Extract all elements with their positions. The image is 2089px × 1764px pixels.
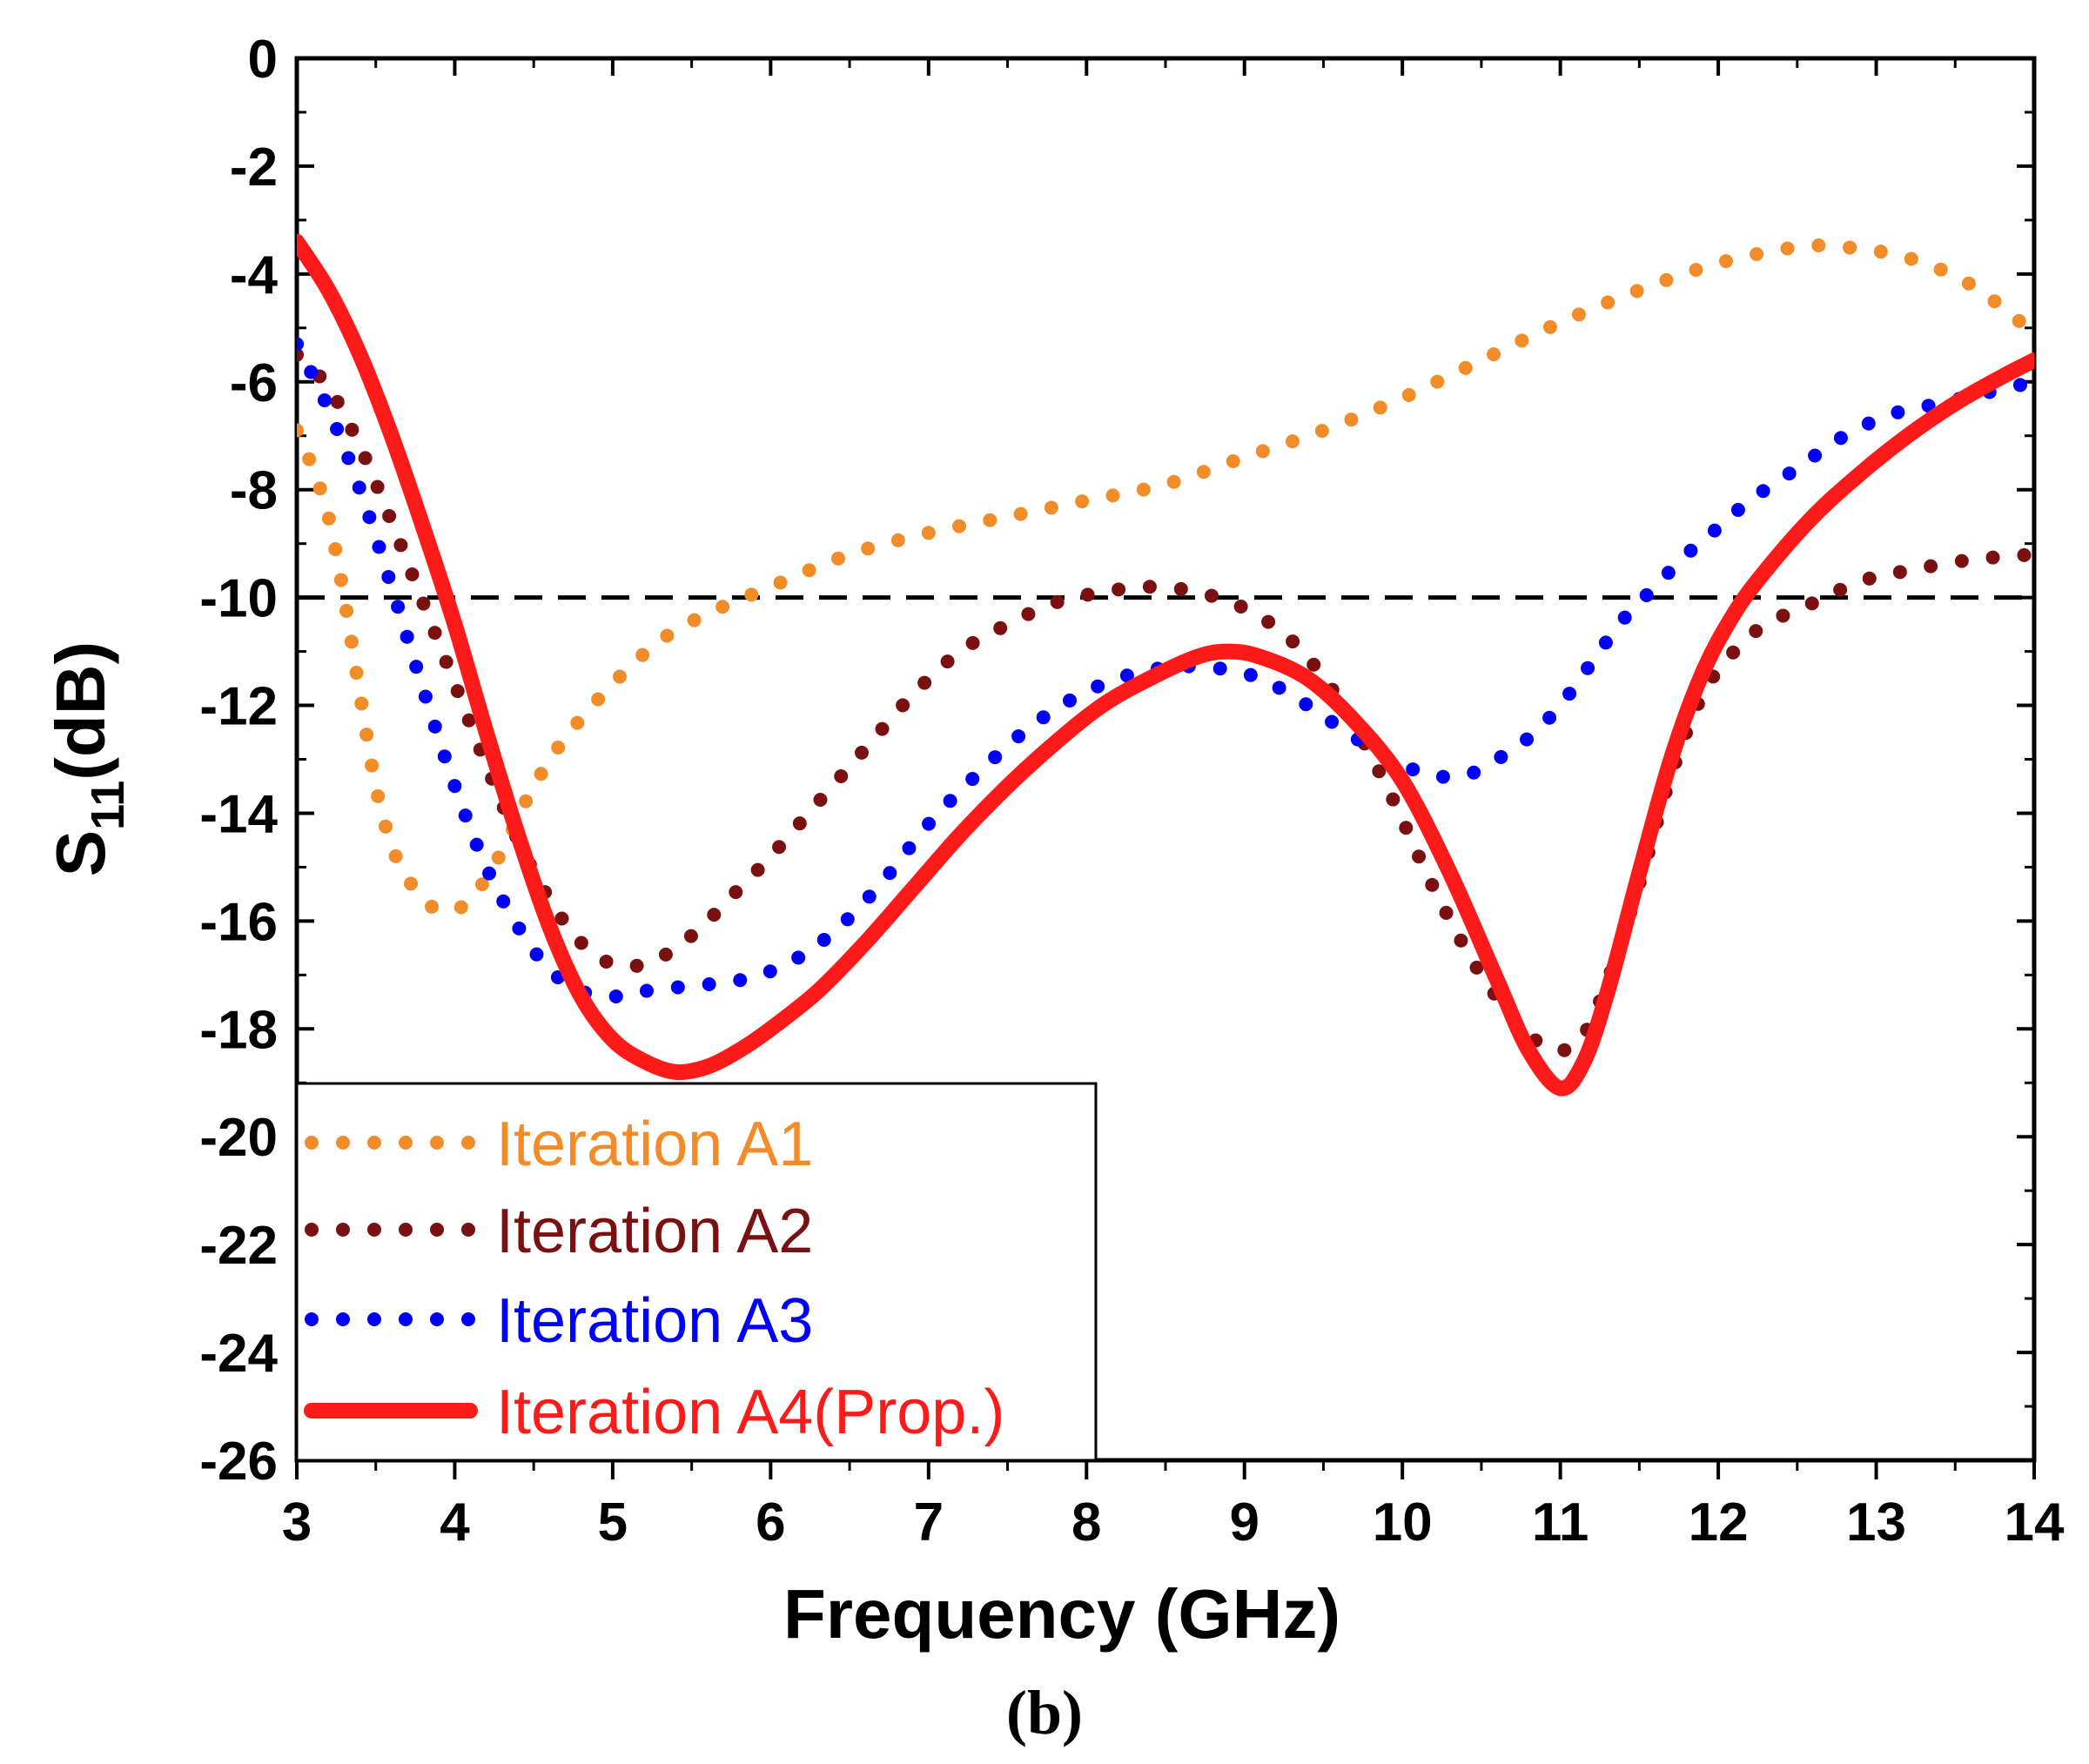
x-tick-label: 5	[598, 1492, 628, 1553]
y-tick-label: 0	[248, 30, 278, 90]
x-tick-label: 14	[2005, 1492, 2065, 1553]
legend-iteration-a4-prop-label: Iteration A4(Prop.)	[496, 1378, 1004, 1447]
y-tick-label: -14	[199, 784, 278, 844]
y-tick-label: -10	[199, 569, 278, 629]
x-tick-label: 11	[1532, 1492, 1589, 1553]
series-iteration-a3-line	[297, 337, 2034, 1004]
y-tick-label: -6	[230, 353, 278, 413]
x-tick-label: 13	[1846, 1492, 1906, 1553]
y-axis-title: S11(dB)	[42, 641, 134, 876]
y-axis-ticks: 0 -2 -4 -6 -8 -10 -12 -14 -16 -18 -20 -22 -24 -26	[199, 30, 2034, 1492]
y-tick-label: -20	[199, 1108, 278, 1168]
y-axis-title-main: S	[42, 830, 119, 876]
y-tick-label: -8	[230, 461, 278, 521]
y-tick-label: -16	[199, 892, 278, 952]
legend-iteration-a1-label: Iteration A1	[496, 1110, 813, 1179]
legend: Iteration A1 Iteration A2 Iteration A3 Iter…	[295, 1082, 1098, 1462]
y-tick-label: -26	[199, 1432, 278, 1492]
y-axis-title-subscript: 11	[82, 781, 134, 830]
x-tick-label: 7	[914, 1492, 944, 1553]
y-tick-label: -4	[230, 245, 279, 305]
y-tick-label: -22	[199, 1216, 278, 1276]
x-tick-label: 8	[1071, 1492, 1101, 1553]
x-tick-label: 6	[756, 1492, 785, 1553]
legend-iteration-a3-label: Iteration A3	[496, 1286, 813, 1356]
series-layer	[297, 233, 2034, 1097]
legend-iteration-a2-label: Iteration A2	[496, 1197, 813, 1266]
y-tick-label: -2	[230, 137, 278, 198]
legend-box	[295, 1082, 1098, 1462]
series-iteration-a4-prop-line	[297, 233, 2034, 1097]
x-axis-ticks: 3 4 5 6 7 8 9 10 11 12 13 14	[282, 58, 2065, 1553]
x-tick-label: 9	[1229, 1492, 1259, 1553]
figure-caption: (b)	[1006, 1678, 1083, 1747]
x-tick-label: 10	[1373, 1492, 1433, 1553]
y-tick-label: -18	[199, 1000, 278, 1060]
x-tick-label: 3	[282, 1492, 312, 1553]
x-tick-label: 4	[440, 1492, 470, 1553]
y-axis-title-unit: (dB)	[42, 641, 119, 781]
y-tick-label: -12	[199, 677, 278, 737]
y-tick-label: -24	[199, 1324, 278, 1384]
series-iteration-a1-line	[297, 238, 2034, 919]
x-axis-title: Frequency (GHz)	[783, 1575, 1340, 1653]
x-tick-label: 12	[1689, 1492, 1749, 1553]
